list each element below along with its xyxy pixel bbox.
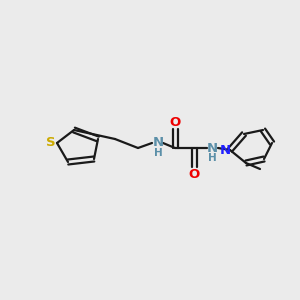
Text: N: N xyxy=(219,143,231,157)
Text: N: N xyxy=(206,142,218,154)
Text: H: H xyxy=(208,153,216,163)
Text: H: H xyxy=(154,148,162,158)
Text: N: N xyxy=(152,136,164,149)
Text: O: O xyxy=(188,167,200,181)
Text: S: S xyxy=(46,136,56,149)
Text: O: O xyxy=(169,116,181,128)
